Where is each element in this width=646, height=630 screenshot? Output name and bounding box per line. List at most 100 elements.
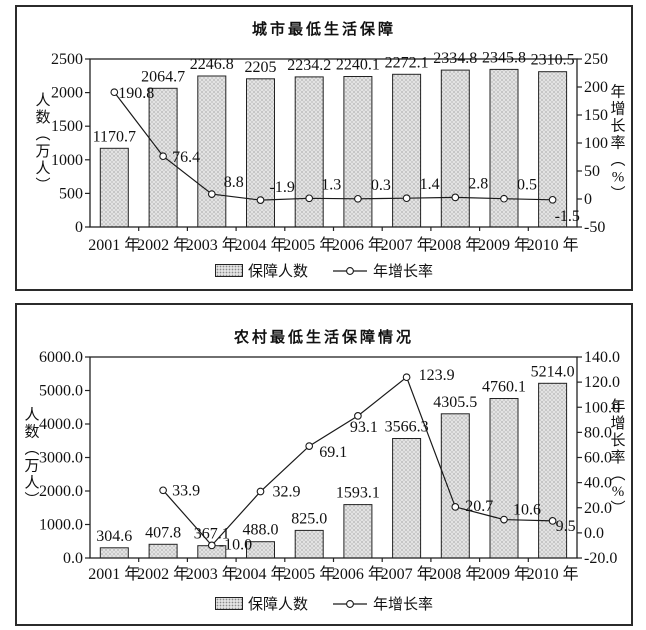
right-axis-tick-label: 80.0: [584, 424, 612, 441]
svg-text:%: %: [612, 484, 625, 500]
svg-text:长: 长: [610, 432, 625, 449]
x-axis-label-2007: 2007 年: [381, 565, 433, 583]
legend-item-line-series: 年增长率: [332, 260, 433, 281]
legend-item-bar-series: 保障人数: [214, 260, 308, 281]
line-label-2005: 69.1: [319, 444, 347, 461]
bar-label-2008: 2334.8: [433, 50, 477, 67]
marker-2010: [548, 517, 557, 525]
line-series-swatch-icon: [333, 599, 367, 608]
marker-2005: [305, 442, 314, 450]
right-axis-tick-label: 50: [584, 163, 600, 180]
line-series-label: 年增长率: [373, 597, 434, 613]
svg-text:︶: ︶: [610, 500, 625, 517]
svg-text:人: 人: [35, 160, 50, 177]
svg-text:人: 人: [24, 407, 39, 424]
left-axis-tick-label: 1000.0: [39, 517, 83, 534]
left-axis-tick-label: 5000.0: [39, 383, 83, 400]
right-axis-tick-label: 150: [584, 107, 608, 124]
bar-series: [99, 68, 568, 228]
bar-2005: [294, 529, 324, 559]
bar-label-2002: 2064.7: [141, 68, 185, 85]
svg-text:︵: ︵: [610, 153, 625, 169]
bar-2007: [392, 73, 422, 228]
bar-2001: [99, 147, 129, 228]
left-axis-tick-label: 0.0: [63, 550, 83, 567]
x-axis-label-2006: 2006 年: [332, 236, 384, 254]
right-axis-tick-label: 120.0: [584, 374, 620, 391]
bar-label-2007: 3566.3: [385, 419, 429, 436]
right-axis-tick-label: 100.0: [584, 399, 620, 416]
x-axis-label-2006: 2006 年: [332, 565, 384, 583]
x-axis-label-2010: 2010 年: [527, 236, 579, 254]
line-label-2008: 20.7: [465, 498, 493, 515]
svg-text:︵: ︵: [24, 442, 39, 458]
svg-text:︵: ︵: [610, 467, 625, 483]
marker-2005: [305, 194, 314, 203]
x-axis-label-2005: 2005 年: [283, 565, 335, 583]
marker-2009: [500, 194, 508, 203]
bar-label-2005: 2234.2: [287, 57, 331, 74]
bar-series-label: 保障人数: [247, 264, 308, 280]
legend-item-bar-series: 保障人数: [214, 593, 308, 614]
svg-text:%: %: [612, 170, 625, 186]
bar-2002: [148, 543, 178, 559]
bar-label-2004: 2205: [245, 59, 277, 76]
right-axis-tick-label: 200: [584, 79, 608, 96]
urban-chart-plot: 0 500 1000 1500 2000 2500 -50 0 50 100 150 200 250 11…: [35, 49, 625, 254]
right-axis-tick-label: 60.0: [584, 450, 612, 467]
bar-2001: [99, 547, 129, 559]
left-axis-tick-label: 500: [59, 185, 83, 202]
x-axis-label-2008: 2008 年: [429, 565, 481, 583]
line-label-2010: -1.5: [555, 208, 580, 225]
left-axis-tick-label: 1500: [51, 118, 83, 135]
line-label-2003: 8.8: [224, 174, 244, 191]
bar-2010: [538, 71, 568, 228]
marker-2009: [500, 515, 508, 524]
x-axis-label-2004: 2004 年: [234, 565, 286, 583]
bar-label-2002: 407.8: [145, 524, 181, 541]
svg-text:万: 万: [24, 459, 39, 475]
left-axis-tick-label: 2000: [51, 85, 83, 102]
bar-2007: [392, 438, 422, 559]
left-axis-tick-label: 6000.0: [39, 349, 83, 366]
chart-title: 城市最低生活保障: [251, 21, 396, 38]
marker-2006: [354, 412, 362, 420]
x-axis-label-2003: 2003 年: [186, 236, 238, 254]
left-axis-tick-label: 4000.0: [39, 416, 83, 433]
svg-text:数: 数: [24, 424, 39, 441]
marker-2002: [159, 152, 167, 161]
marker-2008: [451, 193, 460, 202]
line-label-2006: 93.1: [350, 419, 378, 436]
right-axis-tick-label: 0.0: [584, 525, 604, 542]
marker-2004: [256, 196, 265, 204]
chart-legend: 保障人数 年增长率: [17, 593, 631, 614]
x-axis-label-2008: 2008 年: [429, 236, 481, 254]
right-axis-tick-label: -20.0: [584, 550, 617, 567]
bar-2005: [294, 76, 324, 228]
line-label-2009: 10.6: [513, 502, 541, 519]
svg-text:︶: ︶: [24, 492, 39, 509]
x-axis-label-2007: 2007 年: [381, 236, 433, 254]
left-axis-tick-label: 2500: [51, 51, 83, 68]
bar-series-swatch-icon: [214, 597, 243, 610]
right-axis-tick-label: 0: [584, 191, 592, 208]
line-label-2001: 190.8: [118, 85, 154, 102]
marker-2003: [207, 190, 216, 198]
right-axis-tick-label: -50: [584, 219, 605, 236]
svg-text:增: 增: [610, 101, 625, 118]
x-axis-label-2004: 2004 年: [234, 236, 286, 254]
line-label-2004: -1.9: [270, 179, 295, 196]
bar-2009: [489, 398, 519, 559]
growth-rate-line: [113, 91, 553, 201]
left-axis-tick-label: 2000.0: [39, 483, 83, 500]
marker-2003: [207, 541, 216, 550]
bar-label-2003: 2246.8: [190, 56, 234, 73]
x-axis-label-2009: 2009 年: [478, 565, 530, 583]
bar-label-2004: 488.0: [243, 522, 279, 539]
legend-item-line-series: 年增长率: [332, 593, 433, 614]
bar-2006: [343, 76, 373, 228]
line-label-2006: 0.3: [371, 177, 391, 194]
bar-label-2007: 2272.1: [385, 54, 429, 71]
line-label-2002: 76.4: [172, 149, 200, 166]
bar-label-2001: 1170.7: [93, 128, 136, 145]
